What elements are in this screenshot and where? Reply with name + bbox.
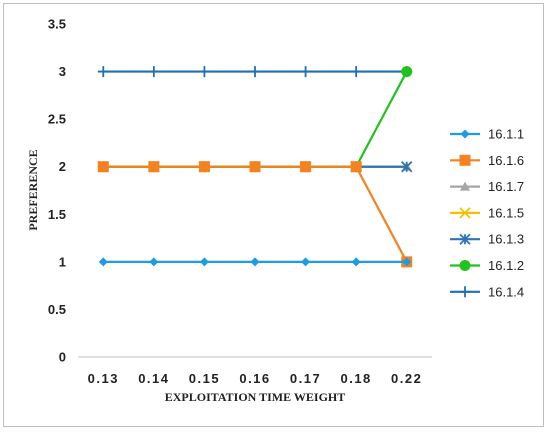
legend-item: 16.1.6 [450, 153, 524, 168]
y-tick-label: 1 [59, 254, 66, 269]
legend-marker [459, 286, 471, 298]
data-point [198, 161, 210, 173]
data-point [97, 161, 109, 173]
data-point [199, 257, 209, 267]
legend-item: 16.1.7 [450, 179, 524, 194]
x-tick-label: 0.18 [340, 371, 371, 386]
legend-item: 16.1.3 [450, 232, 524, 247]
data-point [300, 66, 312, 78]
data-point [301, 257, 311, 267]
legend-label: 16.1.6 [488, 153, 524, 168]
data-point [250, 257, 260, 267]
legend-marker [459, 260, 471, 271]
data-point [98, 257, 108, 267]
x-tick-label: 0.17 [290, 371, 321, 386]
legend-label: 16.1.1 [488, 127, 524, 142]
legend-marker [459, 154, 471, 166]
y-tick-label: 3.5 [48, 17, 66, 32]
legend-marker [460, 129, 470, 139]
data-point [148, 66, 160, 78]
series-16-1-1 [98, 257, 412, 267]
series-layer [97, 66, 413, 268]
data-point [249, 66, 261, 78]
y-tick-label: 3 [59, 64, 66, 79]
data-point [350, 66, 362, 78]
legend-item: 16.1.5 [450, 205, 524, 220]
legend-label: 16.1.2 [488, 258, 524, 273]
legend-marker [460, 181, 470, 191]
x-axis-title: EXPLOITATION TIME WEIGHT [165, 390, 346, 404]
x-tick-label: 0.13 [88, 371, 119, 386]
y-tick-label: 1.5 [48, 207, 66, 222]
x-tick-label: 0.16 [239, 371, 270, 386]
axes: 0 0.5 1 1.5 2 2.5 3 3.5 0.13 0.14 0.15 0.16 0.17 0.18… [48, 17, 432, 386]
data-point [401, 66, 413, 78]
data-point [351, 257, 361, 267]
legend-item: 16.1.4 [450, 284, 524, 299]
data-point [149, 257, 159, 267]
legend-item: 16.1.2 [450, 258, 524, 273]
data-point [300, 161, 312, 173]
data-point [401, 161, 413, 173]
x-tick-label: 0.15 [189, 371, 220, 386]
series-16-1-6 [97, 161, 413, 268]
data-point [350, 161, 362, 173]
data-point [97, 66, 109, 78]
x-tick-label: 0.14 [138, 371, 169, 386]
y-tick-label: 2.5 [48, 112, 66, 127]
series-line [103, 165, 408, 263]
x-tick-label: 0.22 [391, 371, 422, 386]
legend-marker [459, 207, 471, 219]
data-point [249, 161, 261, 173]
legend-marker [459, 233, 471, 245]
y-axis-title: PREFERENCE [26, 149, 40, 230]
legend-item: 16.1.1 [450, 127, 524, 142]
legend-label: 16.1.7 [488, 179, 524, 194]
y-tick-label: 2 [59, 159, 66, 174]
data-point [198, 66, 210, 78]
series-16-1-4 [97, 66, 413, 78]
series-16-1-2 [97, 66, 413, 173]
legend-label: 16.1.4 [488, 284, 524, 299]
legend: 16.1.1 16.1.6 16.1.7 16.1.5 16.1.3 16.1.2 16.1… [450, 127, 524, 299]
data-point [402, 257, 412, 267]
legend-label: 16.1.3 [488, 232, 524, 247]
data-point [148, 161, 160, 173]
y-tick-label: 0.5 [48, 302, 66, 317]
legend-label: 16.1.5 [488, 205, 524, 220]
chart-frame [3, 3, 544, 427]
y-tick-label: 0 [59, 350, 66, 365]
series-line [103, 71, 408, 168]
